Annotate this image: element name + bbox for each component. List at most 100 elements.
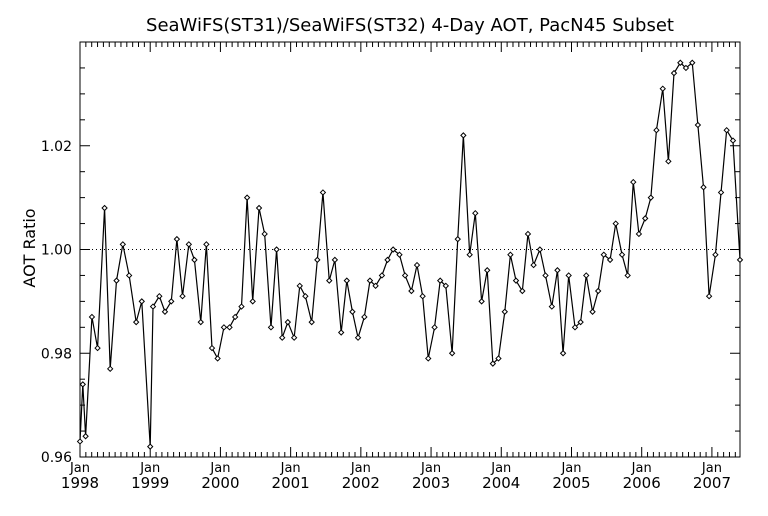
series-point: [635, 230, 643, 238]
series-point: [261, 230, 268, 238]
y-tick-label: 0.98: [41, 346, 72, 362]
x-tick-month-label: Jan: [69, 461, 90, 476]
x-tick-year-label: 2002: [342, 474, 380, 492]
series-point: [88, 313, 96, 321]
series-point: [384, 256, 391, 264]
series-point: [290, 334, 298, 341]
series-point: [413, 261, 421, 269]
series-point: [642, 215, 649, 222]
series-point: [314, 256, 321, 264]
series-point: [101, 204, 108, 212]
series-point: [705, 292, 713, 300]
series-point: [589, 308, 596, 315]
series-point: [226, 324, 233, 331]
series-point: [168, 298, 175, 305]
series-point: [161, 308, 169, 315]
series-line: [79, 61, 741, 447]
x-tick-year-label: 2006: [623, 474, 661, 492]
series-point: [594, 287, 602, 295]
x-tick-month-label: Jan: [420, 461, 441, 476]
series-point: [243, 194, 251, 201]
series-point: [349, 308, 356, 315]
y-axis-label: AOT Ratio: [20, 208, 39, 287]
series-point: [249, 298, 256, 305]
series-point: [284, 318, 292, 326]
x-tick-month-label: Jan: [209, 461, 230, 476]
x-tick-year-label: 2004: [482, 474, 520, 492]
x-tick-month-label: Jan: [350, 461, 371, 476]
series-point: [577, 318, 584, 326]
series-point: [125, 272, 133, 279]
series-point: [94, 344, 101, 352]
series-point: [179, 292, 186, 300]
series-point: [197, 318, 204, 326]
series-point: [337, 329, 345, 336]
series-point: [326, 277, 333, 284]
series-point: [653, 126, 660, 134]
series-point: [296, 282, 303, 290]
series-point: [354, 334, 362, 341]
series-point: [460, 132, 467, 139]
series-point: [548, 303, 556, 310]
series-point: [489, 360, 497, 367]
series-point: [220, 324, 228, 331]
series-point: [132, 318, 140, 326]
series-point: [670, 69, 678, 77]
x-tick-year-label: 1998: [61, 474, 99, 492]
series-point: [191, 256, 198, 264]
x-tick-month-label: Jan: [701, 461, 722, 476]
x-tick-year-label: 2000: [201, 474, 239, 492]
x-tick-year-label: 2005: [552, 474, 590, 492]
series-point: [454, 235, 461, 243]
plot-frame: [79, 41, 741, 458]
series-point: [214, 355, 221, 362]
series-point: [273, 246, 280, 253]
chart-title: SeaWiFS(ST31)/SeaWiFS(ST32) 4-Day AOT, P…: [146, 15, 674, 36]
series-point: [147, 443, 154, 450]
series-point: [624, 272, 631, 279]
x-tick-year-label: 2001: [272, 474, 310, 492]
series-point: [173, 235, 181, 243]
series-point: [185, 241, 193, 248]
series-point: [267, 324, 275, 331]
series-point: [512, 277, 520, 284]
series-point: [694, 121, 702, 129]
series-point: [554, 267, 561, 274]
series-point: [536, 246, 544, 253]
x-tick-year-label: 2007: [693, 474, 731, 492]
series-point: [425, 355, 432, 362]
y-tick-label: 0.96: [41, 450, 72, 466]
series-point: [106, 365, 114, 373]
series-point: [372, 282, 379, 290]
series-point: [495, 355, 502, 362]
series-point: [203, 241, 210, 248]
series-point: [677, 59, 684, 66]
series-point: [484, 267, 491, 274]
series-point: [717, 189, 725, 196]
series-point: [583, 272, 590, 279]
series-point: [208, 344, 216, 352]
series-point: [530, 261, 537, 269]
series-point: [507, 251, 514, 258]
x-tick-year-label: 1999: [131, 474, 169, 492]
x-tick-month-label: Jan: [280, 461, 301, 476]
series-point: [389, 246, 397, 253]
y-axis-ticks: 0.96 0.98 1.00 1.02: [41, 41, 740, 466]
series-point: [559, 350, 567, 357]
x-tick-year-label: 2003: [412, 474, 450, 492]
series-point: [659, 85, 666, 92]
series-point: [156, 292, 163, 300]
series-point: [612, 220, 619, 227]
series-point: [472, 209, 479, 217]
series-point: [149, 303, 157, 310]
series-point: [378, 272, 386, 279]
series-points: [76, 59, 744, 450]
series-point: [618, 251, 626, 258]
series-point: [408, 287, 415, 295]
series-point: [396, 251, 403, 258]
y-tick-label: 1.00: [41, 243, 72, 259]
series-point: [79, 381, 87, 388]
x-tick-month-label: Jan: [631, 461, 652, 476]
series-point: [255, 204, 263, 212]
series-point: [448, 350, 456, 357]
